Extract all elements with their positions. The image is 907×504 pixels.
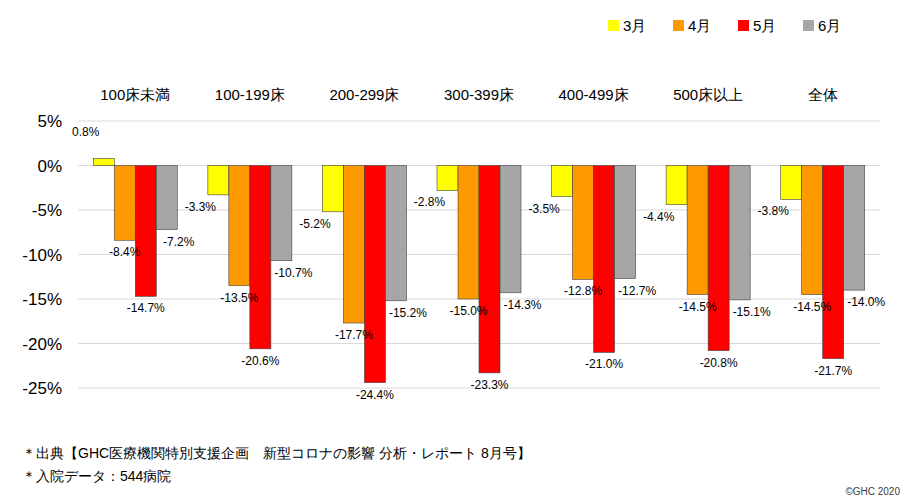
data-label: -13.5% — [220, 291, 258, 305]
data-label: -14.7% — [127, 301, 165, 315]
bar — [802, 166, 823, 295]
data-label: -21.7% — [814, 364, 852, 378]
data-label: -17.7% — [335, 328, 373, 342]
tick-label: -25% — [22, 379, 62, 398]
tick-label: -15% — [22, 290, 62, 309]
bar — [500, 166, 521, 293]
data-label: -15.2% — [389, 306, 427, 320]
bar — [343, 166, 364, 324]
data-label: -2.8% — [414, 195, 446, 209]
data-label: -3.8% — [758, 204, 790, 218]
data-label: -5.2% — [299, 217, 331, 231]
bar — [708, 166, 729, 351]
data-label: -3.3% — [185, 200, 217, 214]
legend-swatch — [673, 20, 684, 31]
data-label: -12.7% — [618, 284, 656, 298]
bar — [114, 166, 135, 241]
legend-label: 3月 — [623, 17, 646, 34]
data-label: -8.4% — [109, 245, 141, 259]
data-label: -3.5% — [528, 202, 560, 216]
data-label: -14.5% — [793, 300, 831, 314]
source-note: ＊出典【GHC医療機関特別支援企画 新型コロナの影響 分析・レポート 8月号】 — [22, 445, 531, 461]
legend-swatch — [608, 20, 619, 31]
bar — [135, 166, 156, 297]
bar — [594, 166, 615, 353]
data-label: -10.7% — [274, 266, 312, 280]
bar — [844, 166, 865, 291]
bar — [385, 166, 406, 301]
bar — [156, 166, 177, 230]
bar — [615, 166, 636, 279]
bar — [250, 166, 271, 349]
data-label: -21.0% — [585, 357, 623, 371]
bar — [666, 166, 687, 205]
data-label: -7.2% — [163, 235, 195, 249]
data-label: -12.8% — [564, 284, 602, 298]
bar — [687, 166, 708, 295]
bar — [208, 166, 229, 195]
bar — [364, 166, 385, 383]
bar — [729, 166, 750, 300]
category-label: 400-499床 — [559, 86, 629, 103]
legend-label: 4月 — [688, 17, 711, 34]
data-label: 0.8% — [72, 125, 100, 139]
bar — [229, 166, 250, 286]
category-label: 全体 — [808, 86, 838, 103]
legend-swatch — [803, 20, 814, 31]
bar — [437, 166, 458, 191]
category-label: 300-399床 — [444, 86, 514, 103]
background — [0, 0, 907, 504]
legend-label: 6月 — [818, 17, 841, 34]
bars — [93, 158, 864, 382]
legend-label: 5月 — [753, 17, 776, 34]
category-label: 500床以上 — [673, 86, 743, 103]
data-label: -4.4% — [643, 210, 675, 224]
data-label: -15.1% — [733, 305, 771, 319]
legend-swatch — [738, 20, 749, 31]
category-label: 200-299床 — [329, 86, 399, 103]
bar — [458, 166, 479, 300]
data-label: -24.4% — [356, 388, 394, 402]
bar — [781, 166, 802, 200]
data-label: -15.0% — [449, 304, 487, 318]
data-label: -14.5% — [679, 300, 717, 314]
data-label: -20.6% — [241, 354, 279, 368]
data-label: -14.0% — [847, 295, 885, 309]
tick-label: 0% — [37, 157, 62, 176]
chart: 5% 0% -5% -10% -15% -20% -25% 0.8% -3.3% -5.2% -2.… — [0, 0, 907, 504]
data-label: -14.3% — [503, 298, 541, 312]
data-label: -23.3% — [470, 378, 508, 392]
data-label: -20.8% — [700, 356, 738, 370]
tick-label: -10% — [22, 246, 62, 265]
bar — [552, 166, 573, 197]
category-label: 100-199床 — [215, 86, 285, 103]
bar — [479, 166, 500, 373]
bar — [823, 166, 844, 359]
bar — [322, 166, 343, 212]
category-label: 100床未満 — [100, 86, 170, 103]
tick-label: -20% — [22, 335, 62, 354]
bar — [573, 166, 594, 280]
bar — [93, 158, 114, 165]
tick-label: -5% — [32, 201, 62, 220]
tick-label: 5% — [37, 112, 62, 131]
bar — [271, 166, 292, 261]
copyright: ©GHC 2020 — [845, 486, 900, 497]
grid — [78, 121, 880, 388]
grid-line — [78, 121, 880, 122]
data-note: ＊入院データ：544病院 — [22, 468, 171, 484]
